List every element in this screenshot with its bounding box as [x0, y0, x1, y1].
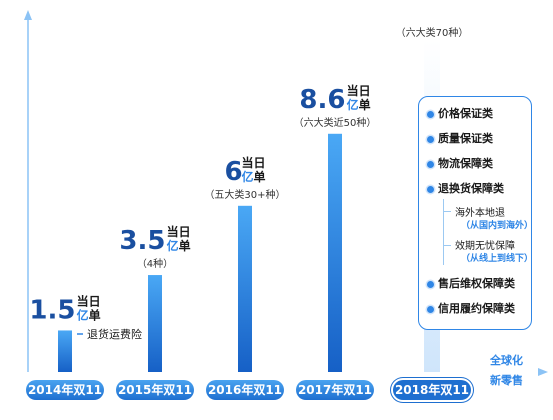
sub-item-overseas: 海外本地退 [455, 208, 505, 219]
panel-item-label: 信用履约保障类 [438, 302, 515, 315]
unit-yi-3: 亿 [347, 97, 359, 112]
unit-dan-3: 单 [359, 97, 371, 112]
tree-branch [443, 245, 451, 246]
bar-1 [148, 275, 162, 372]
panel-item-returns: 退换货保障类 [427, 180, 504, 196]
sub-item-expiry-note: （从线上到线下） [461, 254, 534, 264]
sub-item-expiry: 效期无忧保障 [455, 241, 515, 252]
panel-item-aftersales: 售后维权保障类 [427, 275, 515, 291]
unit-top-0: 当日 [77, 293, 101, 308]
category-pill-4: 2018年双11 [393, 380, 471, 400]
panel-item-credit: 信用履约保障类 [427, 300, 515, 316]
unit-yi-1: 亿 [167, 238, 179, 253]
x-axis-arrow [538, 368, 548, 376]
unit-top-1: 当日 [167, 224, 191, 239]
tree-branch [443, 211, 451, 212]
panel-item-quality: 质量保证类 [427, 130, 493, 146]
category-pill-3: 2017年双11 [296, 380, 374, 400]
note-label-4: （六大类70种） [396, 26, 469, 39]
bullet-icon [427, 135, 434, 143]
tail-globalization: 全球化 [490, 354, 523, 367]
bar-3 [328, 133, 342, 372]
panel-item-price: 价格保证类 [427, 105, 493, 121]
category-pill-0: 2014年双11 [26, 380, 104, 400]
panel-item-label: 价格保证类 [438, 107, 493, 120]
note-label-2: （五大类30+种） [204, 188, 285, 201]
category-pill-2: 2016年双11 [206, 380, 284, 400]
tail-new-retail: 新零售 [490, 374, 523, 387]
bullet-icon [427, 305, 434, 313]
bullet-icon [427, 110, 434, 118]
bullet-icon [427, 160, 434, 168]
unit-dan-2: 单 [254, 169, 266, 184]
tree-line [443, 199, 444, 265]
panel-item-logistics: 物流保障类 [427, 155, 493, 171]
category-pill-1: 2015年双11 [116, 380, 194, 400]
bar-0 [58, 330, 72, 372]
bullet-icon [427, 185, 434, 193]
panel-item-label: 售后维权保障类 [438, 277, 515, 290]
panel-item-label: 物流保障类 [438, 157, 493, 170]
unit-dan-0: 单 [89, 307, 101, 322]
panel-item-label: 质量保证类 [438, 132, 493, 145]
note-label-3: （六大类近50种） [294, 116, 377, 129]
value-label-1: 3.5 [119, 226, 165, 256]
value-label-2: 6 [224, 157, 242, 187]
first-bar-item: 退货运费险 [87, 327, 142, 341]
panel-item-label: 退换货保障类 [438, 182, 504, 195]
unit-yi-2: 亿 [242, 169, 254, 184]
value-label-3: 8.6 [299, 85, 345, 115]
y-axis-arrow [24, 10, 32, 20]
unit-top-2: 当日 [242, 155, 266, 170]
unit-yi-0: 亿 [77, 307, 89, 322]
unit-dan-1: 单 [179, 238, 191, 253]
sub-item-overseas-note: （从国内到海外） [461, 221, 534, 231]
guarantee-panel: 价格保证类 质量保证类 物流保障类 退换货保障类 海外本地退 （从国内到海外） … [418, 96, 534, 330]
bar-2 [238, 205, 252, 372]
bullet-icon [427, 280, 434, 288]
value-label-0: 1.5 [29, 295, 75, 325]
unit-top-3: 当日 [347, 83, 371, 98]
note-label-1: （4种） [137, 257, 173, 270]
